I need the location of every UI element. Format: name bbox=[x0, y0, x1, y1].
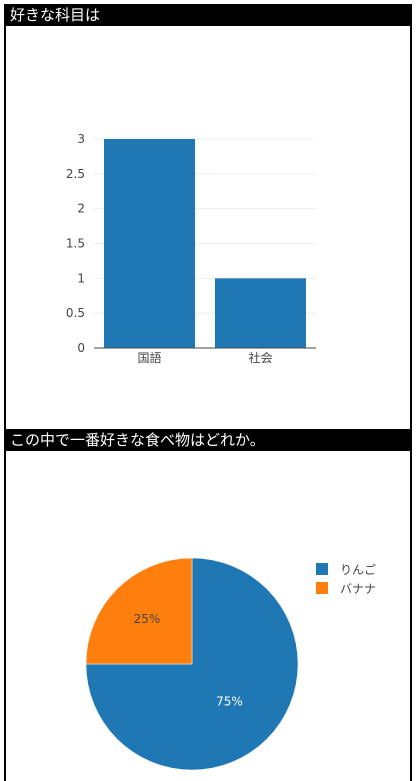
bar-1 bbox=[214, 278, 307, 348]
x-tick-label: 社会 bbox=[248, 350, 272, 365]
legend-swatch bbox=[316, 563, 328, 575]
legend-label: りんご bbox=[340, 562, 376, 577]
bar-chart: 0 0.5 1 1.5 2 2.5 3 国語 社会 bbox=[66, 132, 316, 365]
section-title-subjects: 好きな科目は bbox=[4, 4, 412, 26]
pie-percent-label: 75% bbox=[216, 695, 243, 709]
legend-label: バナナ bbox=[340, 582, 376, 596]
y-tick-label: 1.5 bbox=[66, 237, 85, 251]
y-tick-label: 2 bbox=[77, 202, 85, 216]
y-tick-label: 1 bbox=[77, 271, 85, 285]
pie-percent-label: 25% bbox=[134, 612, 161, 626]
legend-swatch bbox=[316, 582, 328, 594]
y-tick-label: 0 bbox=[77, 341, 85, 355]
pie-slice-1 bbox=[85, 557, 193, 665]
pie-slice-0 bbox=[85, 557, 299, 771]
y-tick-label: 2.5 bbox=[66, 167, 85, 181]
y-tick-label: 0.5 bbox=[66, 306, 85, 320]
page-frame bbox=[4, 4, 412, 781]
bar-0 bbox=[103, 139, 196, 348]
section-title-food: この中で一番好きな食べ物はどれか。 bbox=[4, 429, 412, 451]
y-tick-label: 3 bbox=[77, 132, 85, 146]
x-tick-label: 国語 bbox=[137, 350, 161, 365]
